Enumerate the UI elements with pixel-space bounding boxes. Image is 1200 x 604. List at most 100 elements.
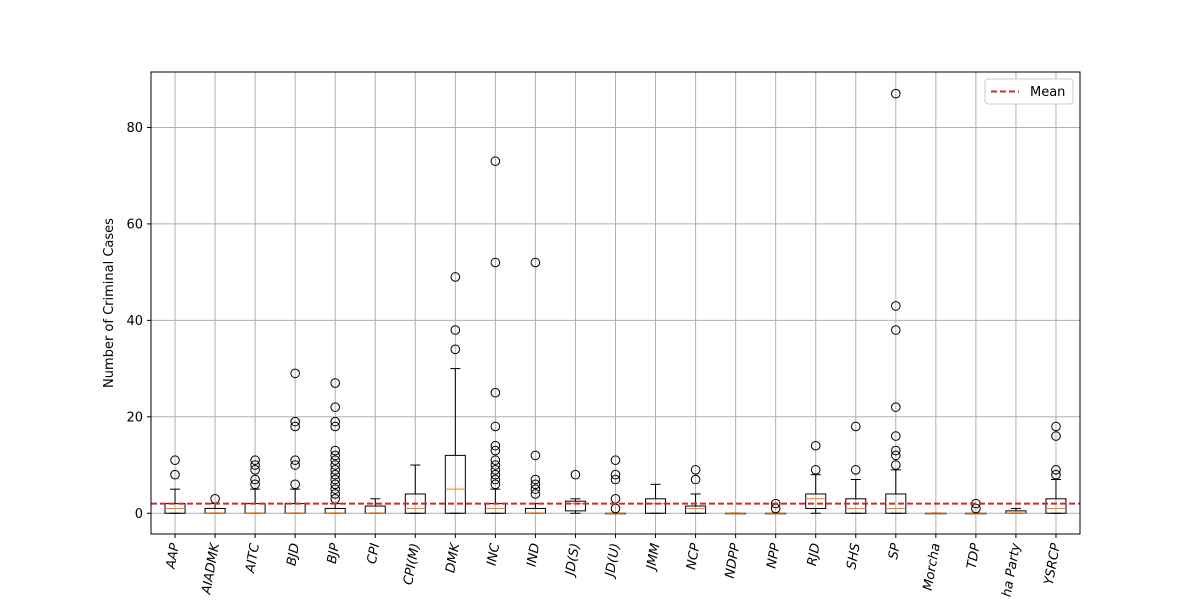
outlier-point bbox=[330, 455, 340, 466]
iqr-box bbox=[645, 498, 667, 514]
outlier-point bbox=[250, 474, 260, 485]
y-tick-label: 20 bbox=[126, 410, 143, 425]
x-tick-label: RJD bbox=[805, 542, 824, 567]
outlier-point bbox=[490, 445, 501, 456]
outlier-point bbox=[330, 445, 340, 456]
outlier-point bbox=[891, 325, 901, 335]
x-tick-label: NCP bbox=[684, 542, 703, 571]
legend-mean-label: Mean bbox=[1030, 85, 1065, 100]
x-tick-label: TDP bbox=[965, 542, 984, 570]
legend: Mean bbox=[984, 78, 1074, 105]
box-group-RJD bbox=[805, 440, 827, 514]
outlier-point bbox=[290, 421, 300, 432]
iqr-box bbox=[1045, 498, 1067, 514]
x-tick-label: NDPP bbox=[723, 542, 744, 580]
x-tick-label: Morcha bbox=[921, 542, 944, 592]
outlier-point bbox=[530, 450, 541, 461]
x-tick-label: BJP bbox=[325, 542, 343, 565]
x-tick-label: SHS bbox=[844, 542, 863, 570]
iqr-box bbox=[564, 500, 586, 512]
x-tick-label: NPP bbox=[764, 542, 783, 570]
outlier-point bbox=[330, 460, 340, 470]
x-tick-label: AAP bbox=[164, 542, 183, 571]
outlier-point bbox=[290, 416, 300, 427]
outlier-point bbox=[490, 465, 501, 475]
outlier-point bbox=[1051, 431, 1061, 441]
iqr-box bbox=[805, 493, 827, 509]
outlier-point bbox=[891, 445, 901, 456]
outlier-point bbox=[290, 455, 300, 466]
outlier-point bbox=[330, 469, 340, 480]
box-group-INC bbox=[484, 156, 506, 514]
y-tick-label: 80 bbox=[126, 121, 143, 136]
box-group-Morcha bbox=[925, 512, 947, 515]
outlier-point bbox=[250, 465, 260, 475]
outlier-point bbox=[891, 431, 901, 441]
x-tick-label: INC bbox=[485, 541, 504, 567]
x-tick-label: IND bbox=[524, 542, 543, 568]
outlier-point bbox=[850, 421, 861, 432]
outlier-point bbox=[490, 421, 501, 432]
outlier-point bbox=[530, 484, 541, 494]
outlier-point bbox=[490, 479, 501, 490]
outlier-point bbox=[610, 474, 621, 485]
outlier-point bbox=[330, 465, 340, 475]
box-group-DMK bbox=[444, 272, 466, 514]
iqr-box bbox=[845, 498, 867, 514]
box-group-NCP bbox=[685, 465, 707, 514]
outlier-point bbox=[330, 421, 340, 432]
axis-layer: 0 20 40 60 80 AAP AIADMK AITC BJD BJP CPI CPI(M) DMK… bbox=[126, 121, 1063, 598]
box-group-BJD bbox=[284, 368, 306, 514]
x-tick-label: YSRCP bbox=[1042, 542, 1064, 586]
outlier-point bbox=[450, 325, 461, 335]
outlier-point bbox=[330, 489, 340, 499]
outlier-point bbox=[490, 455, 501, 466]
box-group-SP bbox=[885, 88, 907, 514]
outlier-point bbox=[690, 474, 701, 485]
y-tick-label: 0 bbox=[135, 507, 143, 522]
outlier-point bbox=[891, 402, 901, 412]
outlier-point bbox=[330, 484, 340, 494]
outlier-point bbox=[170, 455, 180, 466]
outlier-point bbox=[330, 416, 340, 427]
outlier-point bbox=[570, 469, 581, 480]
outlier-point bbox=[690, 465, 701, 475]
iqr-box bbox=[444, 454, 466, 514]
outlier-point bbox=[891, 88, 901, 99]
outlier-point bbox=[891, 460, 901, 470]
outlier-point bbox=[810, 440, 821, 451]
outlier-point bbox=[850, 465, 861, 475]
outlier-point bbox=[530, 489, 541, 499]
grid-layer bbox=[151, 72, 1080, 534]
box-group-JMM bbox=[645, 483, 667, 514]
x-tick-label: JD(U) bbox=[602, 542, 623, 581]
box-group-AAP bbox=[164, 455, 186, 514]
box-group-ha Party bbox=[1005, 507, 1027, 514]
outlier-point bbox=[490, 257, 501, 268]
outlier-point bbox=[330, 378, 340, 388]
box-group-NPP bbox=[765, 498, 787, 515]
x-tick-label: JMM bbox=[644, 542, 664, 573]
outlier-point bbox=[290, 460, 300, 470]
legend-box bbox=[984, 78, 1074, 105]
box-group-NDPP bbox=[725, 512, 747, 515]
outlier-point bbox=[450, 272, 461, 282]
outlier-point bbox=[1051, 421, 1061, 432]
outlier-point bbox=[250, 479, 260, 490]
outlier-point bbox=[1051, 465, 1061, 475]
outlier-point bbox=[290, 368, 300, 379]
outlier-point bbox=[250, 455, 260, 466]
outlier-point bbox=[891, 301, 901, 311]
x-tick-label: JD(S) bbox=[563, 542, 584, 579]
outlier-point bbox=[530, 257, 541, 268]
outlier-point bbox=[490, 440, 501, 451]
outlier-point bbox=[490, 469, 501, 480]
outlier-point bbox=[170, 469, 180, 480]
outlier-point bbox=[330, 450, 340, 461]
x-tick-label: DMK bbox=[443, 541, 463, 574]
outlier-point bbox=[810, 465, 821, 475]
outlier-point bbox=[1051, 469, 1061, 480]
x-tick-label: CPI(M) bbox=[401, 542, 423, 586]
outlier-point bbox=[490, 387, 501, 398]
